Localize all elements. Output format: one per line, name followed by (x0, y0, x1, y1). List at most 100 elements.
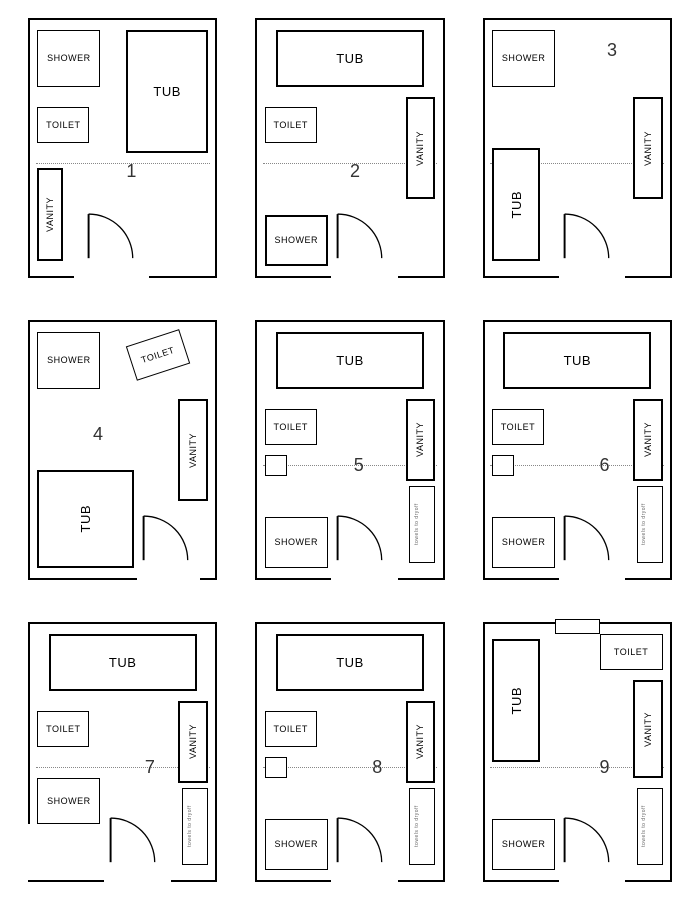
door-swing (335, 803, 387, 875)
vanity-fixture: VANITY (633, 399, 663, 481)
wall-opening (331, 872, 398, 887)
tub-fixture: TUB (37, 470, 133, 567)
toilet-fixture: TOILET (126, 330, 190, 381)
plan-number: 7 (145, 757, 155, 778)
plan-number: 6 (600, 455, 610, 476)
shower-fixture: SHOWER (492, 517, 555, 568)
vanity-label: VANITY (415, 422, 425, 457)
wall-opening (331, 268, 398, 283)
tub-fixture: TUB (276, 332, 424, 388)
tub-label: TUB (336, 51, 364, 66)
toilet-fixture: TOILET (265, 711, 317, 747)
vanity-label: VANITY (188, 724, 198, 759)
shower-fixture: SHOWER (37, 332, 100, 388)
wall-opening (331, 570, 398, 585)
shower-label: SHOWER (502, 839, 546, 849)
shower-fixture: SHOWER (37, 778, 100, 824)
vanity-fixture: VANITY (178, 701, 208, 783)
vanity-label: VANITY (643, 422, 653, 457)
shower-fixture: SHOWER (265, 819, 328, 870)
tub-fixture: TUB (49, 634, 197, 690)
shower-label: SHOWER (47, 796, 91, 806)
towels-note: towels to dryoff (642, 494, 648, 554)
toilet-label: TOILET (274, 422, 308, 432)
vanity-label: VANITY (415, 131, 425, 166)
tub-fixture: TUB (492, 148, 540, 261)
door-swing (108, 803, 160, 875)
shower-fixture: SHOWER (265, 517, 328, 568)
tub-fixture: TUB (276, 30, 424, 86)
panel-fixture: towels to dryoff (182, 788, 208, 865)
towels-note: towels to dryoff (642, 796, 648, 856)
tub-label: TUB (336, 655, 364, 670)
wall-opening (559, 268, 626, 283)
toilet-fixture: TOILET (37, 711, 89, 747)
tub-label: TUB (336, 353, 364, 368)
wall-opening (559, 872, 626, 887)
toilet-fixture: TOILET (492, 409, 544, 445)
toilet-label: TOILET (614, 647, 648, 657)
vanity-label: VANITY (643, 712, 653, 747)
wall-opening (23, 824, 38, 880)
door-swing (562, 803, 614, 875)
vanity-fixture: VANITY (406, 97, 436, 199)
floorplan-5: TUBTOILETVANITYtowels to dryoffSHOWER5 (255, 320, 444, 580)
toilet-fixture: TOILET (265, 107, 317, 143)
vanity-label: VANITY (188, 433, 198, 468)
threshold-line (36, 163, 210, 164)
plan-number: 9 (600, 757, 610, 778)
plan-number: 1 (126, 161, 136, 182)
tub-fixture: TUB (126, 30, 208, 153)
tub-label: TUB (153, 84, 181, 99)
tub-label: TUB (564, 353, 592, 368)
wall-opening (137, 570, 200, 585)
tub-fixture: TUB (492, 639, 540, 762)
tub-label: TUB (509, 687, 524, 715)
wall-opening (559, 570, 626, 585)
towels-note: towels to dryoff (415, 494, 421, 554)
vanity-fixture: VANITY (406, 399, 436, 481)
toilet-label: TOILET (274, 724, 308, 734)
floorplan-4: SHOWERTOILETVANITYTUB4 (28, 320, 217, 580)
floorplan-1: SHOWERTUBTOILETVANITY1 (28, 18, 217, 278)
toilet-label: TOILET (501, 422, 535, 432)
shower-label: SHOWER (47, 53, 91, 63)
shower-label: SHOWER (274, 537, 318, 547)
vanity-fixture: VANITY (633, 97, 663, 199)
floorplan-8: TUB TOILET VANITY towels to dryoff SHOWER 8 (255, 622, 444, 882)
towels-note: towels to dryoff (188, 796, 194, 856)
vanity-fixture: VANITY (406, 701, 436, 783)
shower-label: SHOWER (274, 839, 318, 849)
toilet-fixture: TOILET (37, 107, 89, 143)
plan-number: 3 (607, 40, 617, 61)
toilet-label: TOILET (46, 120, 80, 130)
shower-label: SHOWER (274, 235, 318, 245)
panel-fixture (555, 619, 599, 634)
shower-fixture: SHOWER (265, 215, 328, 266)
door-swing (562, 199, 614, 271)
door-swing (335, 501, 387, 573)
tub-fixture: TUB (276, 634, 424, 690)
floorplan-9: TOILET TUB VANITY towels to dryoff SHOWER 9 (483, 622, 672, 882)
panel-fixture: towels to dryoff (409, 788, 435, 865)
panel-fixture (265, 455, 287, 475)
floorplan-2: TUB TOILET VANITY SHOWER 2 (255, 18, 444, 278)
shower-fixture: SHOWER (492, 819, 555, 870)
shower-label: SHOWER (502, 53, 546, 63)
vanity-fixture: VANITY (633, 680, 663, 777)
plan-number: 2 (350, 161, 360, 182)
vanity-label: VANITY (643, 131, 653, 166)
shower-fixture: SHOWER (492, 30, 555, 86)
door-swing (86, 199, 138, 271)
panel-fixture (492, 455, 514, 475)
door-swing (141, 501, 193, 573)
plan-number: 8 (372, 757, 382, 778)
shower-label: SHOWER (502, 537, 546, 547)
panel-fixture (265, 757, 287, 777)
toilet-fixture: TOILET (265, 409, 317, 445)
floorplan-6: TUB TOILET VANITY towels to dryoff SHOWER 6 (483, 320, 672, 580)
tub-label: TUB (509, 191, 524, 219)
tub-label: TUB (78, 505, 93, 533)
vanity-label: VANITY (415, 724, 425, 759)
floorplan-3: SHOWER VANITY TUB 3 (483, 18, 672, 278)
